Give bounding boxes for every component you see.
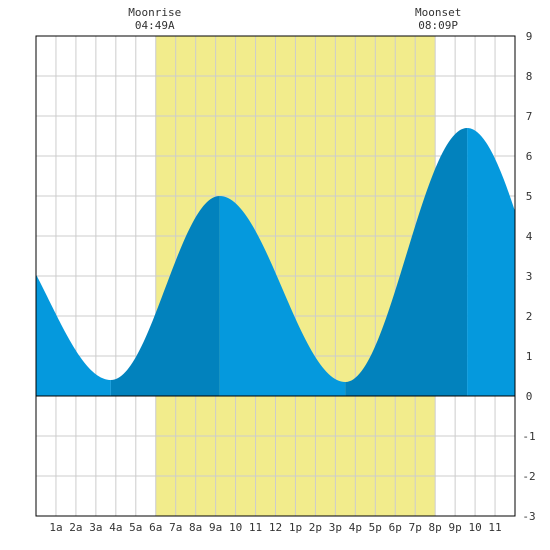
y-tick-label: 5 <box>526 190 533 203</box>
y-tick-label: 6 <box>526 150 533 163</box>
x-tick-label: 11 <box>488 521 501 534</box>
y-tick-label: 7 <box>526 110 533 123</box>
moonrise-time: 04:49A <box>135 19 175 32</box>
plot-frame <box>35 35 516 517</box>
moonset-label: Moonset <box>415 6 461 19</box>
x-tick-label: 2p <box>309 521 322 534</box>
moonset-time: 08:09P <box>418 19 458 32</box>
x-tick-label: 12 <box>269 521 282 534</box>
rising-tide-area <box>110 196 220 396</box>
x-tick-label: 4p <box>349 521 362 534</box>
x-tick-label: 9p <box>449 521 462 534</box>
y-tick-label: 4 <box>526 230 533 243</box>
x-tick-label: 9a <box>209 521 222 534</box>
x-tick-label: 8a <box>189 521 202 534</box>
x-tick-label: 8p <box>429 521 442 534</box>
x-tick-label: 3p <box>329 521 342 534</box>
y-tick-label: 9 <box>526 30 533 43</box>
rising-tide-area <box>345 128 468 396</box>
x-tick-label: 5a <box>129 521 142 534</box>
y-tick-label: -2 <box>522 470 535 483</box>
x-tick-label: 4a <box>109 521 122 534</box>
x-tick-label: 11 <box>249 521 262 534</box>
falling-tide-area <box>36 274 111 396</box>
y-tick-label: 8 <box>526 70 533 83</box>
x-tick-label: 1a <box>49 521 62 534</box>
y-tick-label: 2 <box>526 310 533 323</box>
moonrise-label: Moonrise <box>128 6 181 19</box>
y-tick-label: -3 <box>522 510 535 523</box>
y-tick-label: 3 <box>526 270 533 283</box>
x-tick-label: 6p <box>389 521 402 534</box>
x-tick-label: 3a <box>89 521 102 534</box>
x-tick-label: 1p <box>289 521 302 534</box>
x-tick-label: 7p <box>409 521 422 534</box>
falling-tide-area <box>467 128 515 396</box>
x-tick-label: 5p <box>369 521 382 534</box>
x-tick-label: 2a <box>69 521 82 534</box>
x-tick-label: 10 <box>229 521 242 534</box>
x-tick-label: 10 <box>468 521 481 534</box>
falling-tide-area <box>219 196 346 396</box>
x-tick-label: 7a <box>169 521 182 534</box>
y-tick-label: 1 <box>526 350 533 363</box>
x-tick-label: 6a <box>149 521 162 534</box>
y-tick-label: -1 <box>522 430 535 443</box>
y-tick-label: 0 <box>526 390 533 403</box>
